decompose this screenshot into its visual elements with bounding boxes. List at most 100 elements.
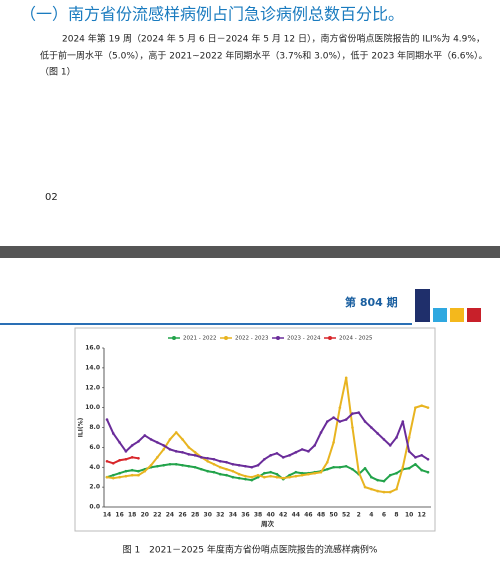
- data-point: [269, 454, 272, 457]
- series-line: [106, 463, 429, 483]
- data-point: [300, 448, 304, 451]
- data-point: [212, 470, 216, 474]
- data-point: [174, 462, 178, 466]
- data-point: [325, 467, 329, 471]
- x-tick-label: 38: [254, 512, 262, 519]
- data-point: [231, 469, 235, 473]
- data-point: [137, 457, 140, 460]
- data-point: [382, 479, 386, 483]
- data-point: [363, 485, 367, 489]
- data-point: [426, 470, 430, 474]
- data-point: [319, 470, 323, 474]
- data-point: [420, 454, 424, 457]
- legend-marker: [276, 336, 280, 340]
- x-tick-label: 28: [191, 512, 199, 519]
- data-point: [332, 416, 335, 419]
- x-tick-label: 34: [229, 512, 237, 519]
- data-point: [130, 473, 134, 477]
- data-point: [420, 468, 424, 472]
- data-point: [149, 463, 153, 467]
- x-tick-label: 22: [153, 512, 161, 519]
- data-point: [363, 466, 367, 470]
- data-point: [338, 465, 342, 469]
- x-tick-label: 32: [216, 512, 224, 519]
- data-point: [105, 475, 109, 479]
- y-tick-label: 2.0: [89, 484, 100, 491]
- data-point: [414, 462, 417, 466]
- data-point: [382, 438, 386, 441]
- x-tick-label: 36: [241, 512, 249, 519]
- data-point: [200, 456, 203, 459]
- data-point: [325, 460, 329, 464]
- data-point: [168, 438, 172, 441]
- data-point: [193, 465, 197, 469]
- x-tick-label: 20: [141, 512, 149, 519]
- data-point: [162, 444, 165, 447]
- data-point: [111, 461, 115, 465]
- data-point: [225, 473, 228, 477]
- data-point: [225, 467, 228, 471]
- data-point: [275, 475, 279, 479]
- chart-frame: [74, 327, 436, 532]
- x-tick-label: 2: [357, 512, 361, 519]
- data-point: [130, 444, 134, 447]
- data-point: [300, 471, 304, 475]
- x-tick-label: 18: [128, 512, 136, 519]
- data-point: [212, 462, 216, 466]
- data-point: [414, 456, 417, 459]
- data-point: [218, 472, 222, 476]
- data-point: [275, 472, 279, 476]
- data-point: [193, 451, 197, 454]
- x-tick-label: 16: [115, 512, 123, 519]
- page-break: [0, 246, 500, 258]
- data-point: [363, 420, 367, 423]
- data-point: [212, 458, 216, 461]
- data-point: [288, 475, 291, 479]
- data-point: [118, 471, 121, 475]
- data-point: [137, 469, 140, 473]
- data-point: [338, 420, 342, 423]
- data-point: [187, 446, 191, 449]
- data-point: [225, 460, 228, 464]
- x-tick-label: 8: [394, 512, 398, 519]
- data-point: [351, 412, 354, 415]
- data-point: [156, 464, 159, 468]
- data-point: [124, 450, 128, 453]
- y-tick-label: 8.0: [89, 424, 100, 431]
- legend-marker: [224, 336, 228, 340]
- data-point: [376, 432, 379, 435]
- figure-caption: 图 1 2021－2025 年度南方省份哨点医院报告的流感样病例%: [123, 544, 378, 556]
- data-point: [187, 453, 191, 456]
- data-point: [338, 406, 342, 409]
- data-point: [263, 471, 266, 475]
- data-point: [294, 451, 298, 454]
- x-tick-label: 40: [266, 512, 274, 519]
- data-point: [244, 477, 247, 481]
- data-point: [250, 465, 254, 469]
- x-tick-label: 26: [178, 512, 186, 519]
- legend-marker: [328, 336, 332, 340]
- data-point: [200, 467, 203, 471]
- data-point: [376, 489, 379, 493]
- deco-block: [467, 308, 481, 322]
- data-point: [237, 472, 241, 476]
- data-point: [357, 470, 361, 474]
- data-point: [162, 463, 165, 467]
- data-point: [426, 406, 430, 409]
- series-line: [106, 411, 429, 469]
- data-point: [376, 478, 379, 482]
- legend-label: 2021 - 2022: [183, 336, 216, 342]
- deco-block: [433, 308, 447, 322]
- data-point: [130, 468, 134, 472]
- data-point: [325, 420, 329, 423]
- y-tick-label: 12.0: [85, 384, 100, 391]
- data-point: [313, 471, 317, 475]
- data-point: [149, 438, 153, 441]
- body-line: 2024 年第 19 周（2024 年 5 月 6 日－2024 年 5 月 1…: [62, 33, 485, 45]
- data-point: [231, 475, 235, 479]
- data-point: [269, 474, 272, 478]
- data-point: [388, 490, 392, 494]
- data-point: [187, 464, 191, 468]
- data-point: [130, 456, 134, 459]
